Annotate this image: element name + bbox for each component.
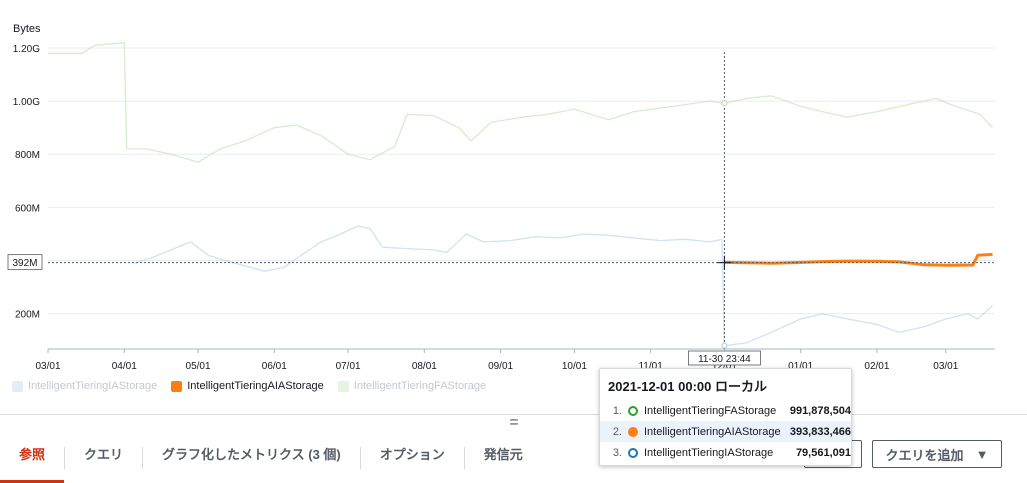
tooltip-row-index: 3. — [612, 446, 622, 459]
x-tick-label: 12/01 — [712, 361, 737, 372]
chart-legend: IntelligentTieringIAStorage IntelligentTi… — [12, 380, 486, 392]
series-line-intelligenttieringfastorage[interactable] — [48, 42, 993, 163]
legend-item[interactable]: IntelligentTieringAIAStorage — [171, 380, 324, 392]
tooltip-title: 2021-12-01 00:00 ローカル — [608, 379, 767, 394]
series-line-intelligenttieringiastorage[interactable] — [133, 225, 993, 347]
tooltip-series-name: IntelligentTieringFAStorage — [644, 404, 777, 417]
series-marker-icon — [628, 426, 638, 437]
crosshair-x-label-box — [688, 350, 761, 366]
x-tick-label: 07/01 — [336, 361, 361, 372]
data-point-tooltip: 2021-12-01 00:00 ローカル 1. IntelligentTieri… — [599, 368, 852, 466]
legend-swatch — [12, 380, 23, 392]
x-tick-label: 11/01 — [638, 361, 663, 372]
line-chart[interactable]: Bytes200M400M600M800M1.00G1.20G03/0104/0… — [0, 0, 1027, 414]
x-tick-label: 03/01 — [933, 361, 958, 372]
x-tick-label: 05/01 — [186, 361, 211, 372]
bottom-tab-bar: 参照 クエリ グラフ化したメトリクス (3 個) オプション 発信元 — [0, 432, 1027, 483]
x-tick-label: 03/01 — [35, 361, 60, 372]
series-marker-icon — [628, 447, 638, 458]
tooltip-row: 1. IntelligentTieringFAStorage 991,878,504 — [600, 400, 851, 421]
tooltip-series-name: IntelligentTieringAIAStorage — [644, 425, 781, 438]
add-query-button[interactable]: クエリを追加 ▼ — [872, 440, 1002, 468]
legend-label: IntelligentTieringFAStorage — [353, 380, 487, 392]
metrics-chart-panel: Bytes200M400M600M800M1.00G1.20G03/0104/0… — [0, 0, 1027, 415]
legend-label: IntelligentTieringAIAStorage — [187, 380, 324, 392]
hover-point — [721, 100, 728, 107]
caret-down-icon: ▼ — [975, 446, 989, 462]
tab-4[interactable]: 発信元 — [483, 447, 523, 462]
tab-divider — [359, 446, 361, 469]
crosshair-y-label: 392M — [12, 258, 37, 269]
legend-label: IntelligentTieringIAStorage — [28, 380, 158, 392]
tab-0[interactable]: 参照 — [0, 432, 65, 483]
legend-swatch — [337, 380, 349, 392]
tooltip-series-value: 991,878,504 — [789, 404, 851, 417]
panel-resize-handle[interactable]: = — [509, 414, 519, 431]
legend-item[interactable]: IntelligentTieringIAStorage — [12, 380, 157, 392]
tab-2[interactable]: グラフ化したメトリクス (3 個) — [162, 447, 341, 462]
tooltip-series-value: 79,561,091 — [795, 446, 851, 459]
x-tick-label: 08/01 — [412, 361, 437, 372]
tab-divider — [463, 446, 465, 469]
series-marker-icon — [628, 405, 638, 416]
x-tick-label: 10/01 — [562, 361, 587, 372]
tooltip-series-name: IntelligentTieringIAStorage — [644, 446, 774, 459]
x-tick-label: 02/01 — [864, 361, 889, 372]
tooltip-row-index: 1. — [612, 404, 622, 417]
tab-divider — [142, 446, 144, 469]
x-tick-label: 04/01 — [112, 361, 137, 372]
crosshair-x-label: 11-30 23:44 — [698, 354, 751, 365]
y-tick-label: 200M — [15, 310, 40, 321]
hover-point — [721, 342, 728, 349]
tab-3[interactable]: オプション — [379, 447, 445, 462]
tooltip-row-index: 2. — [612, 425, 622, 438]
y-tick-label: 600M — [15, 203, 40, 214]
tooltip-row: 2. IntelligentTieringAIAStorage 393,833,46… — [600, 421, 851, 442]
series-line-intelligenttieringaiastorage[interactable] — [724, 252, 993, 267]
legend-item[interactable]: IntelligentTieringFAStorage — [337, 380, 487, 392]
legend-swatch — [171, 380, 183, 392]
crosshair-y-label-box — [7, 254, 43, 271]
tab-divider — [64, 446, 66, 469]
tooltip-series-value: 393,833,466 — [789, 425, 851, 438]
add-query-label: クエリを追加 — [885, 447, 964, 463]
y-tick-label: 800M — [15, 150, 40, 161]
tab-1[interactable]: クエリ — [84, 447, 124, 462]
x-tick-label: 09/01 — [488, 361, 513, 372]
y-tick-label: 1.00G — [13, 97, 40, 108]
x-tick-label: 06/01 — [262, 361, 287, 372]
y-tick-label: 1.20G — [13, 44, 40, 55]
y-axis-label: Bytes — [13, 23, 41, 35]
tooltip-row: 3. IntelligentTieringIAStorage 79,561,091 — [600, 442, 851, 463]
x-tick-label: 01/01 — [788, 361, 813, 372]
